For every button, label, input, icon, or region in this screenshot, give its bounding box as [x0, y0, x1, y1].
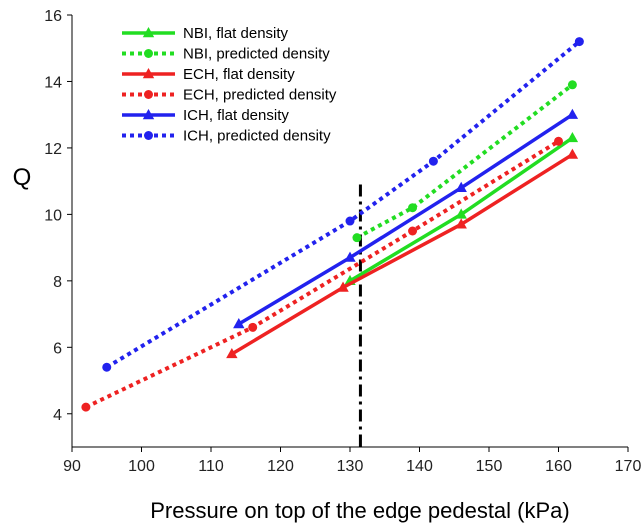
data-point-circle [567, 80, 577, 90]
legend-item: ICH, predicted density [122, 128, 331, 145]
x-tick-label: 90 [63, 458, 81, 475]
series-4 [233, 108, 579, 329]
legend-marker-triangle [142, 68, 155, 79]
x-tick-label: 170 [615, 458, 642, 475]
series-3 [81, 136, 563, 412]
x-tick-label: 140 [406, 458, 433, 475]
y-tick-label: 4 [53, 407, 62, 424]
data-point-triangle [455, 218, 467, 229]
data-point-circle [81, 402, 91, 412]
legend-label: ICH, predicted density [183, 128, 331, 145]
x-tick-label: 110 [198, 458, 224, 475]
y-tick-label: 14 [44, 74, 62, 91]
legend-item: ICH, flat density [122, 107, 289, 124]
legend-item: ECH, predicted density [122, 87, 337, 104]
y-tick-label: 10 [44, 207, 62, 224]
series-0 [344, 131, 579, 286]
data-point-circle [554, 136, 563, 146]
data-point-circle [352, 233, 362, 243]
series-line [230, 153, 574, 356]
x-tick-label: 130 [337, 458, 364, 475]
y-tick-label: 12 [44, 141, 62, 158]
series-2 [226, 148, 579, 359]
series-layer [81, 37, 584, 412]
y-tick-label: 8 [53, 274, 62, 291]
data-point-circle [248, 322, 258, 332]
series-line [85, 139, 560, 409]
data-point-triangle [226, 347, 238, 359]
x-tick-label: 150 [476, 458, 503, 475]
x-tick-label: 100 [128, 458, 155, 475]
data-point-triangle [455, 208, 467, 219]
legend: NBI, flat density NBI, predicted density E… [122, 25, 337, 145]
legend-item: NBI, predicted density [122, 46, 330, 63]
legend-label: NBI, flat density [183, 25, 289, 42]
x-tick-label: 120 [267, 458, 294, 475]
series-5 [102, 37, 584, 372]
data-point-triangle [566, 148, 579, 159]
legend-label: ECH, predicted density [183, 87, 337, 104]
legend-label: ICH, flat density [183, 107, 289, 124]
series-line [105, 40, 581, 369]
legend-marker-triangle [142, 27, 155, 38]
axes: 4 6 8 10 12 14 16 90 100 110 120 130 140 150 160 170 [44, 8, 641, 475]
legend-marker-triangle [142, 109, 155, 120]
data-point-triangle [455, 181, 467, 192]
data-point-triangle [566, 108, 579, 119]
series-1 [352, 80, 577, 243]
x-tick-label: 160 [545, 458, 572, 475]
legend-marker-circle [144, 131, 153, 140]
legend-label: NBI, predicted density [183, 46, 330, 63]
legend-marker-circle [144, 49, 153, 58]
x-axis-title: Pressure on top of the edge pedestal (kP… [150, 498, 569, 523]
y-axis-title: Q [13, 164, 32, 191]
data-point-triangle [233, 318, 245, 329]
data-point-circle [345, 216, 355, 226]
data-point-circle [428, 156, 438, 166]
data-point-circle [574, 37, 584, 47]
y-tick-label: 16 [44, 8, 62, 25]
legend-marker-circle [144, 90, 153, 99]
data-point-circle [408, 226, 418, 236]
legend-item: NBI, flat density [122, 25, 289, 42]
legend-label: ECH, flat density [183, 66, 295, 83]
data-point-triangle [566, 131, 579, 143]
data-point-circle [408, 203, 418, 213]
y-tick-label: 6 [53, 340, 62, 357]
data-point-circle [102, 362, 112, 372]
legend-item: ECH, flat density [122, 66, 295, 83]
data-point-triangle [344, 251, 356, 262]
data-point-triangle [337, 281, 349, 292]
series-line [237, 113, 574, 326]
